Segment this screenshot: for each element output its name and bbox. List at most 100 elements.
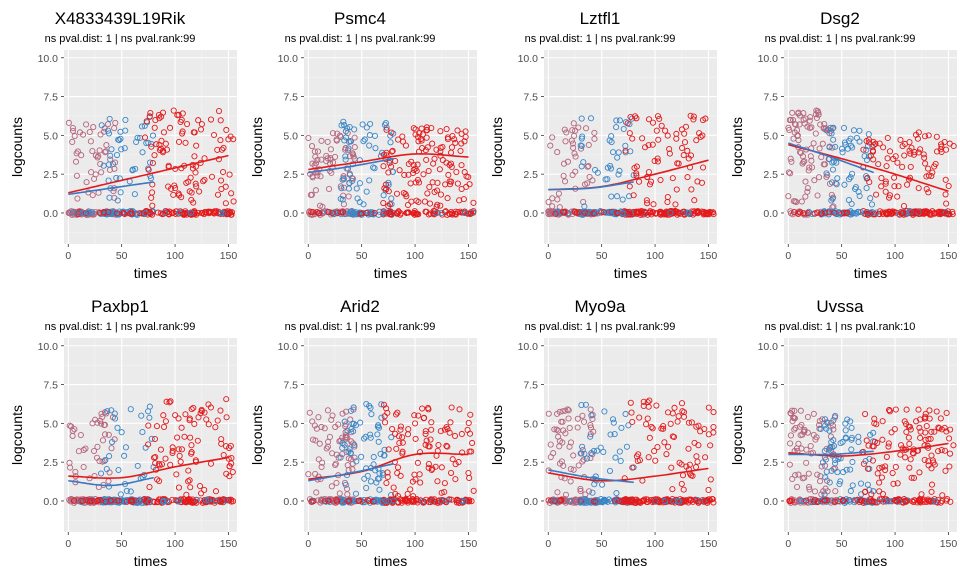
y-axis-label: logcounts: [729, 405, 745, 465]
data-point: [587, 433, 594, 440]
data-point: [469, 439, 476, 447]
data-point: [124, 210, 131, 217]
y-tick-label: 0.0: [523, 208, 538, 220]
data-point: [802, 115, 809, 122]
data-point: [936, 425, 943, 432]
data-point: [326, 433, 333, 440]
data-point: [351, 443, 358, 450]
data-point: [142, 134, 149, 141]
data-point: [866, 179, 873, 186]
data-point: [644, 399, 651, 406]
data-point: [395, 209, 402, 216]
data-point: [339, 444, 346, 451]
data-point: [667, 420, 674, 427]
data-point: [97, 470, 105, 477]
data-point: [943, 210, 950, 217]
data-point: [412, 435, 419, 442]
data-point: [71, 497, 78, 504]
data-point: [174, 434, 181, 441]
data-point: [608, 193, 615, 200]
data-point: [545, 410, 552, 417]
data-point: [382, 419, 389, 426]
data-point: [212, 424, 219, 431]
data-point: [114, 197, 121, 204]
data-point: [467, 210, 474, 218]
data-point: [693, 137, 700, 144]
x-axis-label: times: [854, 265, 887, 281]
data-point: [863, 146, 870, 154]
x-tick-label: 100: [646, 538, 664, 550]
x-tick-label: 50: [356, 538, 368, 550]
data-point: [864, 465, 872, 472]
data-point: [175, 484, 182, 491]
data-point: [407, 486, 414, 493]
data-point: [346, 153, 354, 160]
data-point: [812, 130, 819, 137]
data-point: [405, 497, 412, 504]
data-point: [556, 438, 563, 445]
data-point: [67, 464, 74, 471]
data-point: [73, 172, 80, 179]
data-point: [360, 138, 367, 145]
data-point: [371, 132, 379, 139]
data-point: [814, 471, 821, 478]
data-point: [458, 209, 465, 216]
data-point: [418, 137, 425, 144]
data-point: [785, 169, 792, 176]
data-point: [103, 465, 110, 473]
data-point: [220, 496, 227, 503]
y-tick-label: 5.0: [763, 418, 778, 430]
x-tick-label: 50: [836, 538, 848, 550]
data-point: [799, 153, 806, 160]
data-point: [803, 497, 810, 504]
data-point: [328, 483, 335, 490]
data-point: [69, 138, 76, 145]
data-point: [915, 129, 922, 136]
data-point: [796, 423, 803, 430]
y-axis-label: logcounts: [9, 405, 25, 465]
data-point: [573, 209, 580, 217]
data-point: [579, 443, 586, 450]
data-point: [448, 163, 455, 170]
data-point: [163, 498, 171, 505]
chart-panel: Uvssa ns pval.dist: 1 | ns pval.rank:10 0.…: [729, 297, 957, 569]
data-point: [885, 443, 892, 450]
data-point: [891, 426, 898, 433]
data-point: [811, 488, 819, 495]
data-point: [865, 498, 873, 505]
data-point: [160, 499, 167, 506]
data-point: [117, 135, 124, 142]
data-point: [620, 125, 627, 133]
data-point: [928, 428, 935, 435]
data-point: [649, 425, 656, 432]
data-point: [383, 479, 390, 487]
data-point: [392, 490, 399, 497]
data-point: [572, 153, 579, 160]
data-point: [162, 455, 169, 462]
data-point: [569, 140, 576, 147]
data-point: [202, 497, 209, 504]
data-point: [633, 170, 640, 177]
data-point: [332, 460, 339, 467]
data-point: [915, 406, 922, 413]
fit-line: [548, 469, 634, 484]
data-point: [946, 140, 953, 147]
data-point: [395, 136, 402, 143]
data-point: [446, 178, 453, 185]
data-point: [444, 497, 451, 504]
data-point: [933, 148, 941, 155]
data-point: [169, 444, 176, 451]
data-point: [801, 474, 808, 481]
data-point: [142, 210, 149, 217]
data-point: [894, 159, 901, 166]
data-point: [131, 191, 138, 198]
data-point: [98, 420, 105, 427]
data-point: [188, 450, 195, 457]
data-point: [669, 175, 676, 182]
data-point: [94, 154, 101, 161]
data-point: [448, 404, 455, 411]
data-point: [903, 406, 910, 413]
data-point: [172, 185, 179, 192]
data-point: [678, 400, 686, 407]
data-point: [83, 121, 90, 128]
